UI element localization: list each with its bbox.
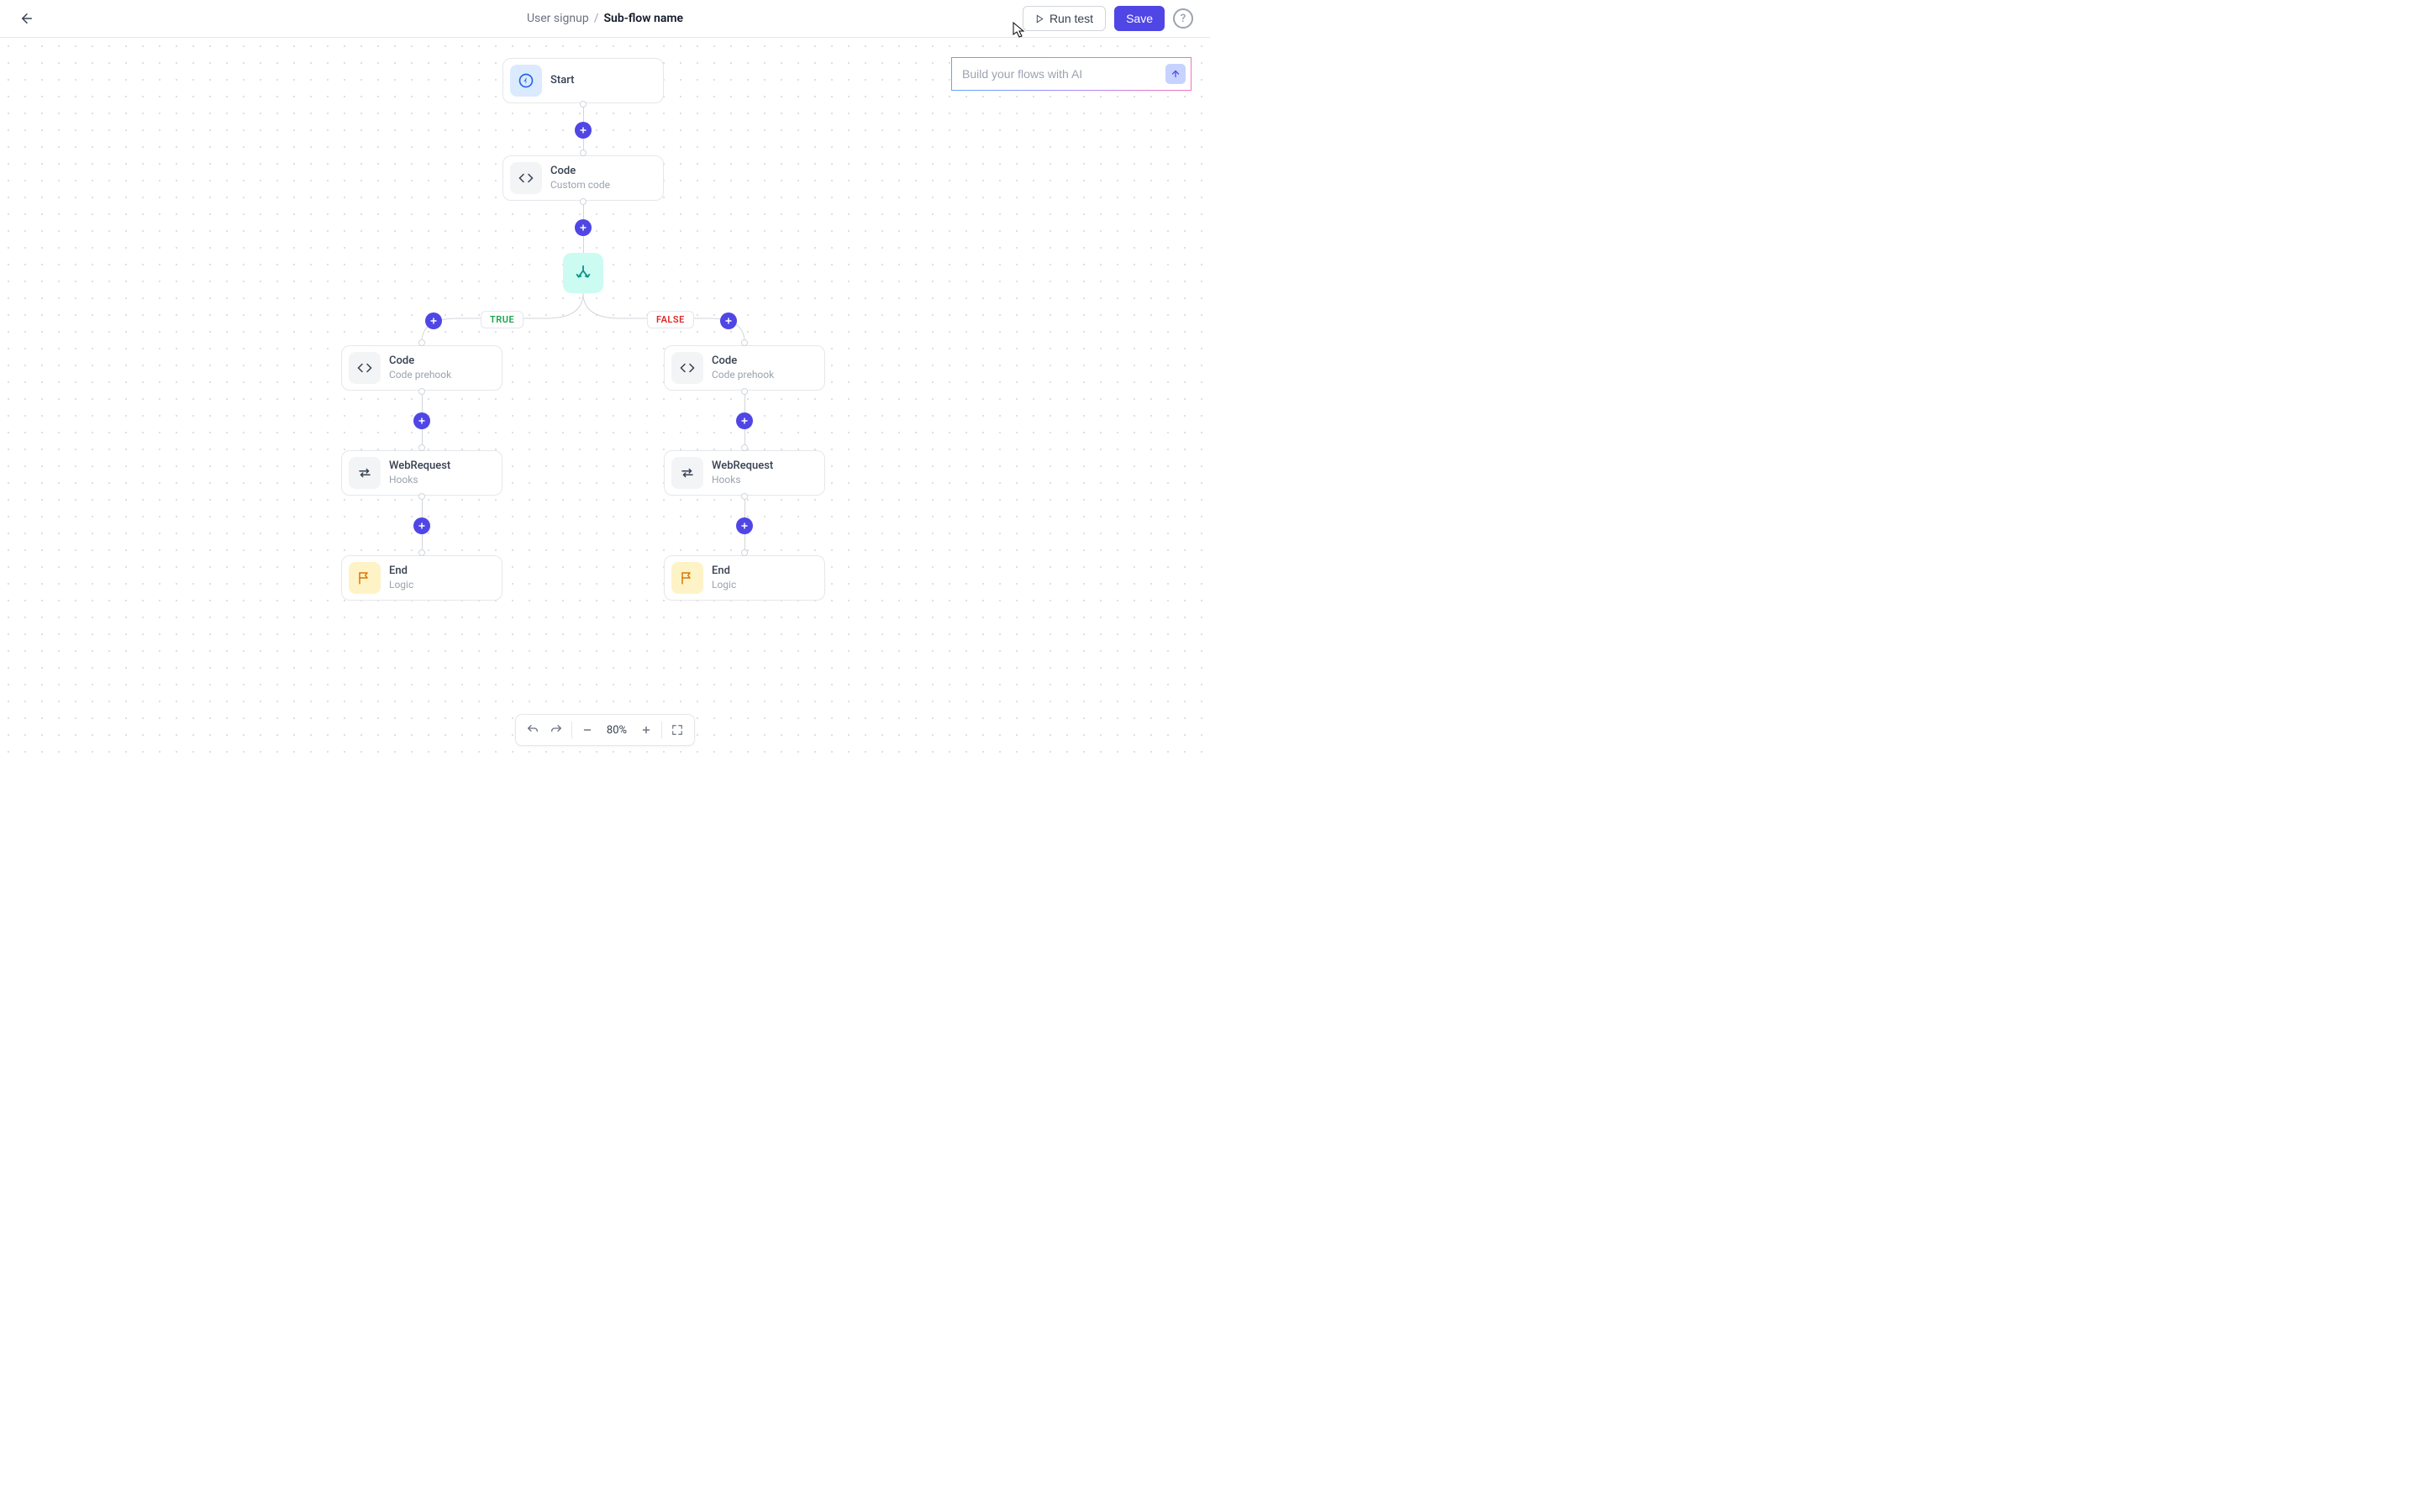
add-node-button[interactable] xyxy=(720,312,737,329)
node-title: WebRequest xyxy=(712,459,773,474)
node-subtitle: Hooks xyxy=(712,474,773,487)
connector-dot xyxy=(741,444,748,451)
breadcrumb-sep: / xyxy=(594,12,599,25)
node-subtitle: Logic xyxy=(389,579,413,592)
connector-dot xyxy=(741,549,748,556)
node-code[interactable]: Code Custom code xyxy=(502,155,664,201)
breadcrumb-parent[interactable]: User signup xyxy=(527,12,589,25)
help-button[interactable]: ? xyxy=(1173,8,1193,29)
undo-button[interactable] xyxy=(524,722,541,738)
header-actions: Run test Save ? xyxy=(1023,6,1193,31)
arrow-up-icon xyxy=(1171,69,1181,79)
connector-dot xyxy=(741,493,748,500)
save-label: Save xyxy=(1126,12,1153,25)
breadcrumb-current: Sub-flow name xyxy=(603,12,683,25)
connector-dot xyxy=(418,444,425,451)
fullscreen-button[interactable] xyxy=(669,722,686,738)
save-button[interactable]: Save xyxy=(1114,6,1165,31)
node-code-left[interactable]: Code Code prehook xyxy=(341,345,502,391)
node-end-right[interactable]: End Logic xyxy=(664,555,825,601)
node-subtitle: Hooks xyxy=(389,474,450,487)
divider xyxy=(571,722,572,738)
ai-prompt-input[interactable] xyxy=(962,67,1159,81)
flag-icon xyxy=(671,562,703,594)
zoom-out-button[interactable] xyxy=(579,722,596,738)
node-title: Start xyxy=(550,74,574,88)
node-title: WebRequest xyxy=(389,459,450,474)
connector-dot xyxy=(580,150,587,156)
node-subtitle: Code prehook xyxy=(389,369,451,382)
node-title: End xyxy=(389,564,413,579)
branch-label-true: TRUE xyxy=(481,311,523,328)
breadcrumb: User signup / Sub-flow name xyxy=(527,12,683,25)
node-subtitle: Code prehook xyxy=(712,369,774,382)
back-button[interactable] xyxy=(17,8,37,29)
flag-icon xyxy=(349,562,381,594)
connector-dot xyxy=(741,339,748,346)
connector-dot xyxy=(580,101,587,108)
add-node-button[interactable] xyxy=(736,412,753,429)
node-webrequest-right[interactable]: WebRequest Hooks xyxy=(664,450,825,496)
add-node-button[interactable] xyxy=(736,517,753,534)
node-title: Code xyxy=(712,354,774,369)
zoom-in-button[interactable] xyxy=(638,722,655,738)
connector-dot xyxy=(580,198,587,205)
play-icon xyxy=(1035,14,1044,24)
run-test-button[interactable]: Run test xyxy=(1023,6,1106,31)
zoom-toolbar: 80% xyxy=(515,714,695,746)
flow-canvas[interactable]: Start Code Custom code xyxy=(0,38,1210,756)
node-code-right[interactable]: Code Code prehook xyxy=(664,345,825,391)
node-split[interactable] xyxy=(563,253,603,293)
add-node-button[interactable] xyxy=(575,219,592,236)
connector-dot xyxy=(741,388,748,395)
add-node-button[interactable] xyxy=(425,312,442,329)
header: User signup / Sub-flow name Run test Sav… xyxy=(0,0,1210,38)
node-title: End xyxy=(712,564,736,579)
node-webrequest-left[interactable]: WebRequest Hooks xyxy=(341,450,502,496)
code-icon xyxy=(671,352,703,384)
zoom-level: 80% xyxy=(602,724,631,737)
code-icon xyxy=(349,352,381,384)
ai-prompt-box xyxy=(951,57,1192,91)
add-node-button[interactable] xyxy=(575,122,592,139)
connector-dot xyxy=(418,493,425,500)
divider xyxy=(661,722,662,738)
code-icon xyxy=(510,162,542,194)
node-end-left[interactable]: End Logic xyxy=(341,555,502,601)
redo-button[interactable] xyxy=(548,722,565,738)
node-title: Code xyxy=(550,165,610,179)
run-test-label: Run test xyxy=(1050,12,1093,25)
add-node-button[interactable] xyxy=(413,517,430,534)
connector-dot xyxy=(418,388,425,395)
node-subtitle: Logic xyxy=(712,579,736,592)
ai-send-button[interactable] xyxy=(1165,64,1186,84)
node-start[interactable]: Start xyxy=(502,58,664,103)
swap-icon xyxy=(349,457,381,489)
node-title: Code xyxy=(389,354,451,369)
branch-label-false: FALSE xyxy=(647,311,694,328)
connector-dot xyxy=(418,339,425,346)
lightning-icon xyxy=(510,65,542,97)
node-subtitle: Custom code xyxy=(550,179,610,192)
split-icon xyxy=(574,264,592,282)
add-node-button[interactable] xyxy=(413,412,430,429)
swap-icon xyxy=(671,457,703,489)
connector-dot xyxy=(418,549,425,556)
